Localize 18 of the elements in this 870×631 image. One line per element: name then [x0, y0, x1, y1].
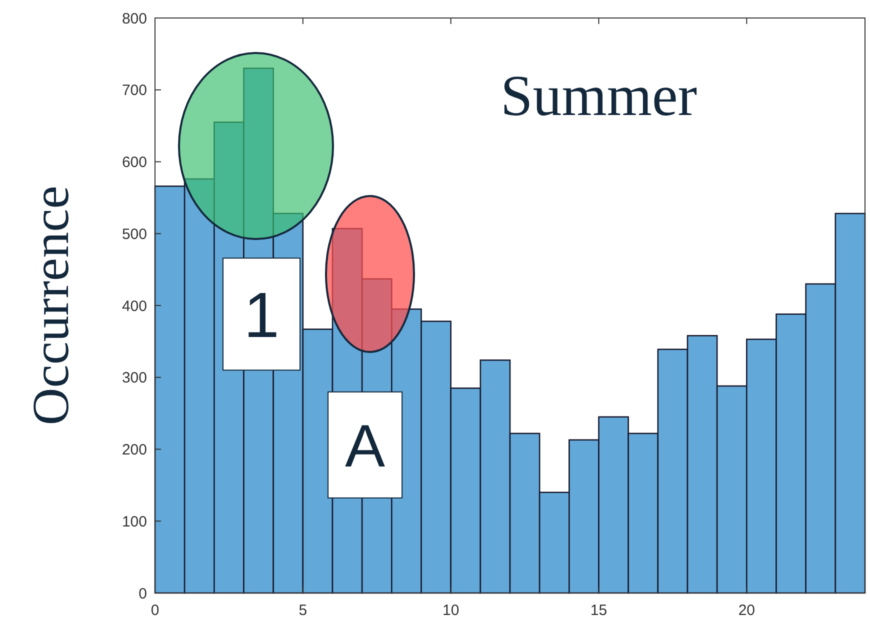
y-tick-label: 600	[122, 154, 147, 171]
x-tick-label: 0	[150, 602, 160, 619]
x-tick-label: 20	[738, 602, 756, 619]
annotation: 1	[244, 279, 280, 352]
y-tick-label: 100	[122, 513, 147, 530]
x-tick-label: 5	[298, 602, 308, 619]
x-tick-label: 10	[442, 602, 460, 619]
y-tick-label: 700	[122, 82, 147, 100]
y-tick-label: 0	[138, 585, 147, 602]
y-tick-label: 400	[122, 298, 147, 315]
y-tick-label: 500	[122, 226, 147, 243]
x-tick-label: 15	[590, 602, 608, 619]
y-tick-label: 300	[122, 370, 147, 387]
y-tick-label: 800	[122, 10, 147, 28]
y-tick-label: 200	[122, 442, 147, 458]
text: Summer	[500, 63, 698, 128]
y-axis-title: Occurrence	[23, 186, 80, 426]
annotation: A	[345, 412, 386, 480]
